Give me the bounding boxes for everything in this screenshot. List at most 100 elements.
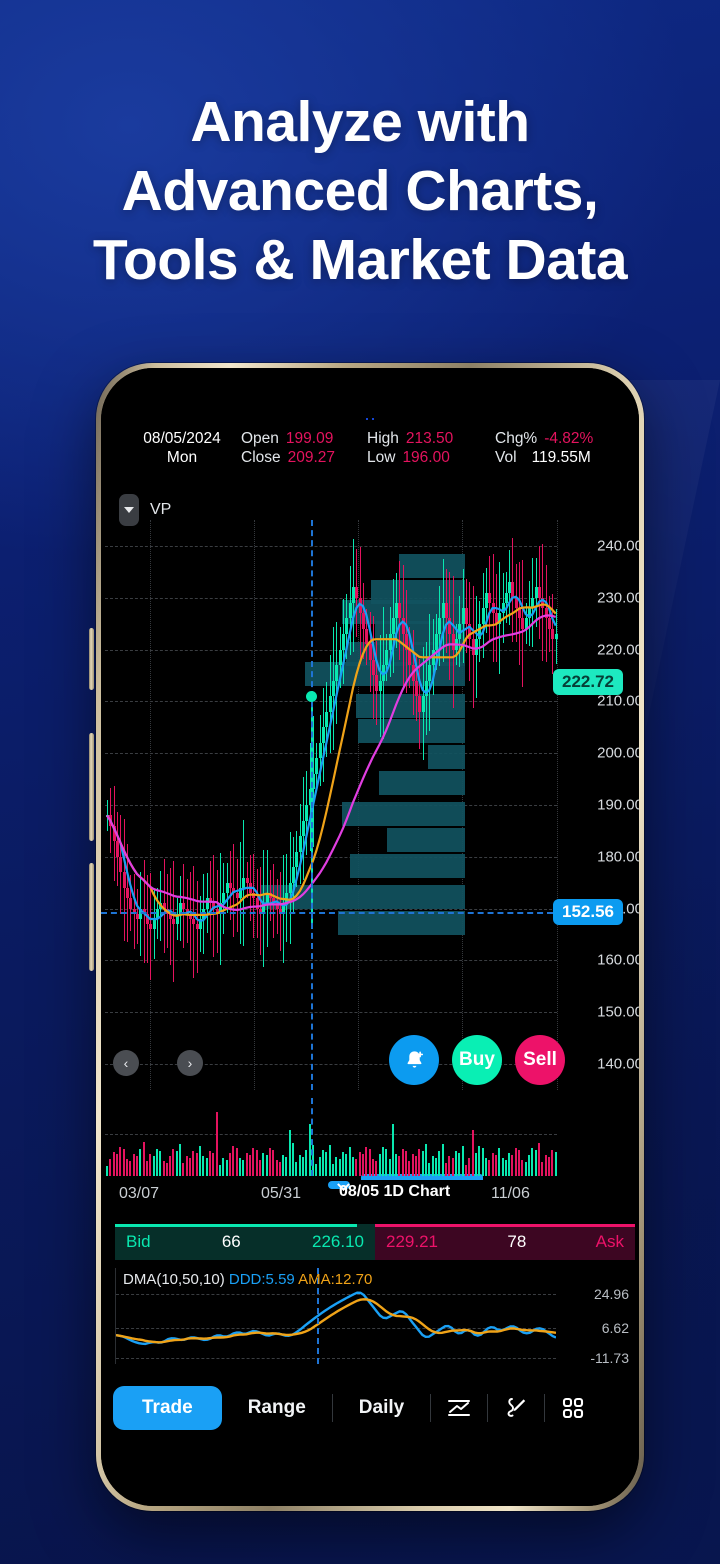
candle-body bbox=[388, 634, 392, 650]
volume-bar bbox=[308, 1124, 311, 1176]
candle-body bbox=[365, 628, 369, 645]
volume-bar bbox=[388, 1159, 391, 1176]
volume-profile-bar bbox=[370, 579, 465, 604]
indicator-button[interactable] bbox=[431, 1397, 487, 1419]
volume-profile-selector[interactable]: VP bbox=[119, 494, 171, 526]
candle-body bbox=[355, 587, 359, 598]
candle-body bbox=[132, 908, 136, 914]
volume-bar bbox=[192, 1151, 195, 1176]
dma-indicator-pane[interactable]: DMA(10,50,10) DDD:5.59 AMA:12.70 24.96 6… bbox=[115, 1268, 635, 1366]
headline-line-2: Advanced Charts, bbox=[121, 159, 599, 223]
volume-profile-bar bbox=[350, 854, 465, 879]
vp-dropdown-button[interactable] bbox=[119, 494, 139, 526]
volume-bar bbox=[531, 1148, 534, 1176]
range-tab[interactable]: Range bbox=[247, 1397, 306, 1418]
volume-bar bbox=[491, 1153, 494, 1176]
volume-bar bbox=[225, 1160, 228, 1176]
volume-bar bbox=[534, 1150, 537, 1176]
candle-body bbox=[441, 602, 445, 619]
dma-ddd-value: DDD:5.59 bbox=[228, 1271, 295, 1288]
chart-timeframe-button[interactable]: 08/05 1D Chart bbox=[328, 1178, 450, 1200]
toolbar-divider bbox=[331, 1394, 333, 1422]
candle-body bbox=[322, 727, 326, 743]
volume-profile-bar bbox=[378, 771, 465, 796]
candle-body bbox=[115, 841, 119, 857]
candle-body bbox=[494, 613, 498, 624]
volume-bar bbox=[494, 1155, 497, 1176]
alert-button[interactable] bbox=[389, 1035, 439, 1085]
candle-body bbox=[298, 836, 302, 852]
candle-body bbox=[378, 680, 382, 691]
volume-bar bbox=[361, 1154, 364, 1176]
candle-body bbox=[544, 608, 548, 619]
nav-next-button[interactable]: › bbox=[177, 1050, 203, 1076]
dma-line bbox=[116, 1298, 556, 1344]
volume-bar bbox=[551, 1150, 554, 1176]
volume-bar bbox=[464, 1165, 467, 1176]
volume-range-selector[interactable] bbox=[361, 1174, 483, 1180]
bid-label: Bid bbox=[126, 1232, 151, 1251]
volume-bar bbox=[398, 1156, 401, 1176]
ask-side[interactable]: 229.21 78 Ask bbox=[375, 1224, 635, 1260]
trade-action-buttons[interactable]: Buy Sell bbox=[389, 1035, 565, 1085]
candlestick-plot[interactable] bbox=[105, 520, 558, 1090]
low-value: 196.00 bbox=[402, 449, 450, 466]
more-apps-button[interactable] bbox=[545, 1396, 601, 1420]
candle-body bbox=[215, 908, 219, 914]
volume-bar bbox=[408, 1161, 411, 1176]
candle-body bbox=[238, 887, 242, 899]
candle-body bbox=[335, 665, 339, 681]
sell-button[interactable]: Sell bbox=[515, 1035, 565, 1085]
trade-tab[interactable]: Trade bbox=[113, 1386, 222, 1430]
volume-bar bbox=[278, 1162, 281, 1176]
volume-bar bbox=[252, 1148, 255, 1176]
volume-bar bbox=[498, 1148, 501, 1176]
date-tick-2: 11/06 bbox=[491, 1185, 530, 1202]
volume-bar bbox=[232, 1146, 235, 1176]
candle-body bbox=[205, 898, 209, 909]
candle-body bbox=[385, 649, 389, 666]
volume-bar bbox=[262, 1153, 265, 1176]
daily-tab[interactable]: Daily bbox=[358, 1397, 405, 1418]
candle-body bbox=[245, 877, 249, 883]
candle-body bbox=[242, 877, 246, 888]
volume-bar bbox=[401, 1149, 404, 1176]
volume-bar bbox=[348, 1147, 351, 1176]
candle-body bbox=[518, 608, 522, 619]
volume-profile-bar bbox=[356, 693, 465, 718]
nav-prev-button[interactable]: ‹ bbox=[113, 1050, 139, 1076]
chart-nav-arrows[interactable]: ‹ › bbox=[113, 1050, 203, 1076]
close-value: 209.27 bbox=[287, 449, 336, 466]
volume-bar bbox=[199, 1146, 202, 1176]
bid-ask-bar[interactable]: Bid 66 226.10 229.21 78 Ask bbox=[115, 1224, 635, 1260]
volume-bar bbox=[341, 1152, 344, 1176]
volume-bar bbox=[428, 1163, 431, 1176]
candle-body bbox=[112, 825, 116, 842]
bottom-toolbar[interactable]: Trade Range Daily bbox=[101, 1380, 639, 1436]
price-tick: 160.00 bbox=[597, 951, 639, 969]
chart-timeframe-label: 08/05 1D Chart bbox=[339, 1183, 451, 1200]
volume-profile-bar bbox=[387, 828, 465, 853]
draw-button[interactable] bbox=[488, 1396, 544, 1420]
volume-bar bbox=[345, 1154, 348, 1176]
chevron-down-icon bbox=[124, 507, 134, 513]
volume-bar bbox=[265, 1155, 268, 1176]
price-chart[interactable]: 140.00150.00160.00170.00180.00190.00200.… bbox=[101, 520, 639, 1090]
candle-body bbox=[451, 634, 455, 650]
page-headline: Analyze with Advanced Charts, Tools & Ma… bbox=[0, 88, 720, 295]
moving-average-lines bbox=[106, 595, 557, 923]
volume-bar bbox=[411, 1154, 414, 1176]
bid-side[interactable]: Bid 66 226.10 bbox=[115, 1224, 375, 1260]
candle-body bbox=[282, 903, 286, 914]
candle-body bbox=[528, 608, 532, 619]
candle-body bbox=[278, 908, 282, 914]
crosshair-vertical bbox=[311, 520, 314, 1090]
moving-average-line bbox=[106, 595, 557, 923]
candle-body bbox=[312, 773, 316, 790]
bid-depth-bar bbox=[115, 1224, 357, 1227]
dma-plot bbox=[115, 1268, 556, 1364]
candle-body bbox=[524, 618, 528, 629]
buy-button[interactable]: Buy bbox=[452, 1035, 502, 1085]
volume-bar bbox=[268, 1148, 271, 1176]
candle-body bbox=[468, 623, 472, 640]
